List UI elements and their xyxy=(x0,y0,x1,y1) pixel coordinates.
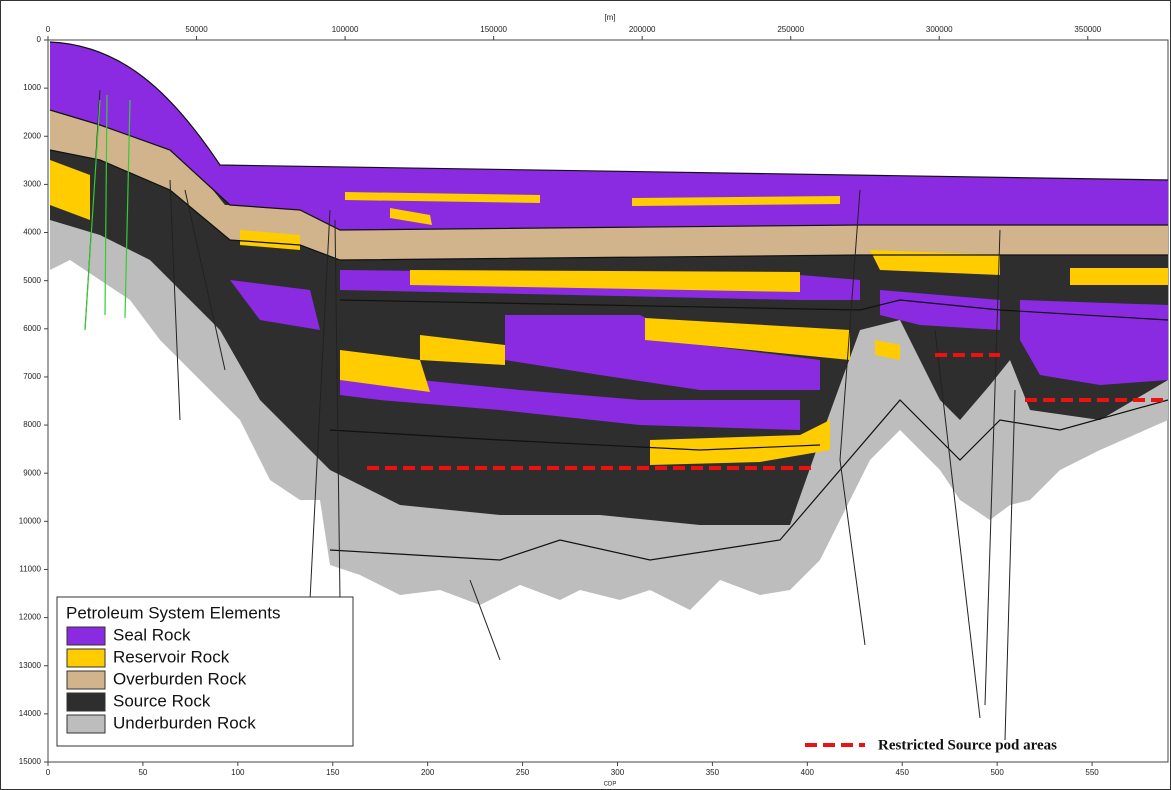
y-tick-label: 1000 xyxy=(23,83,41,92)
legend-label: Source Rock xyxy=(113,691,211,710)
x2-tick-label: 100000 xyxy=(332,25,359,34)
y-tick-label: 11000 xyxy=(19,565,41,574)
legend-label: Underburden Rock xyxy=(113,713,256,732)
x-tick-label: 350 xyxy=(706,768,720,777)
x-tick-label: 450 xyxy=(896,768,910,777)
x2-tick-label: 0 xyxy=(46,25,51,34)
legend-label: Reservoir Rock xyxy=(113,647,230,666)
legend-swatch xyxy=(67,671,105,689)
y-tick-label: 13000 xyxy=(19,661,42,670)
top-axis-label: [m] xyxy=(604,13,615,22)
y-tick-label: 2000 xyxy=(23,131,41,140)
x-tick-label: 500 xyxy=(990,768,1004,777)
y-tick-label: 12000 xyxy=(19,613,42,622)
legend-title: Petroleum System Elements xyxy=(66,603,280,622)
x-tick-label: 50 xyxy=(138,768,147,777)
x2-tick-label: 350000 xyxy=(1074,25,1101,34)
x2-tick-label: 50000 xyxy=(185,25,208,34)
x-tick-label: 0 xyxy=(46,768,51,777)
x-tick-label: 300 xyxy=(611,768,625,777)
x-tick-label: 150 xyxy=(326,768,340,777)
y-tick-label: 4000 xyxy=(23,228,41,237)
legend-swatch xyxy=(67,715,105,733)
y-tick-label: 6000 xyxy=(23,324,41,333)
x-tick-label: 550 xyxy=(1085,768,1099,777)
annotation: Restricted Source pod areas xyxy=(878,737,1057,753)
x2-tick-label: 150000 xyxy=(480,25,507,34)
legend-swatch xyxy=(67,649,105,667)
y-tick-label: 10000 xyxy=(19,516,42,525)
y-tick-label: 0 xyxy=(37,35,42,44)
bottom-axis-label: CDP xyxy=(604,782,617,788)
y-tick-label: 7000 xyxy=(23,372,41,381)
x-tick-label: 250 xyxy=(516,768,530,777)
x2-tick-label: 200000 xyxy=(629,25,656,34)
legend-swatch xyxy=(67,693,105,711)
y-tick-label: 8000 xyxy=(23,420,41,429)
x-tick-label: 400 xyxy=(801,768,815,777)
x2-tick-label: 300000 xyxy=(926,25,953,34)
legend-label: Overburden Rock xyxy=(113,669,247,688)
y-tick-label: 3000 xyxy=(23,180,41,189)
figure: [m] CDP Petroleum System Elements Seal R… xyxy=(0,0,1171,790)
legend-label: Seal Rock xyxy=(113,625,191,644)
x-tick-label: 100 xyxy=(231,768,245,777)
reservoir-patch xyxy=(1070,268,1168,285)
x2-tick-label: 250000 xyxy=(777,25,804,34)
x-tick-label: 200 xyxy=(421,768,435,777)
y-tick-label: 5000 xyxy=(23,276,41,285)
y-tick-label: 14000 xyxy=(19,709,42,718)
y-tick-label: 9000 xyxy=(23,468,41,477)
legend-swatch xyxy=(67,627,105,645)
legend: Petroleum System Elements Seal Rock Reser… xyxy=(57,597,353,746)
y-tick-label: 15000 xyxy=(19,757,42,766)
